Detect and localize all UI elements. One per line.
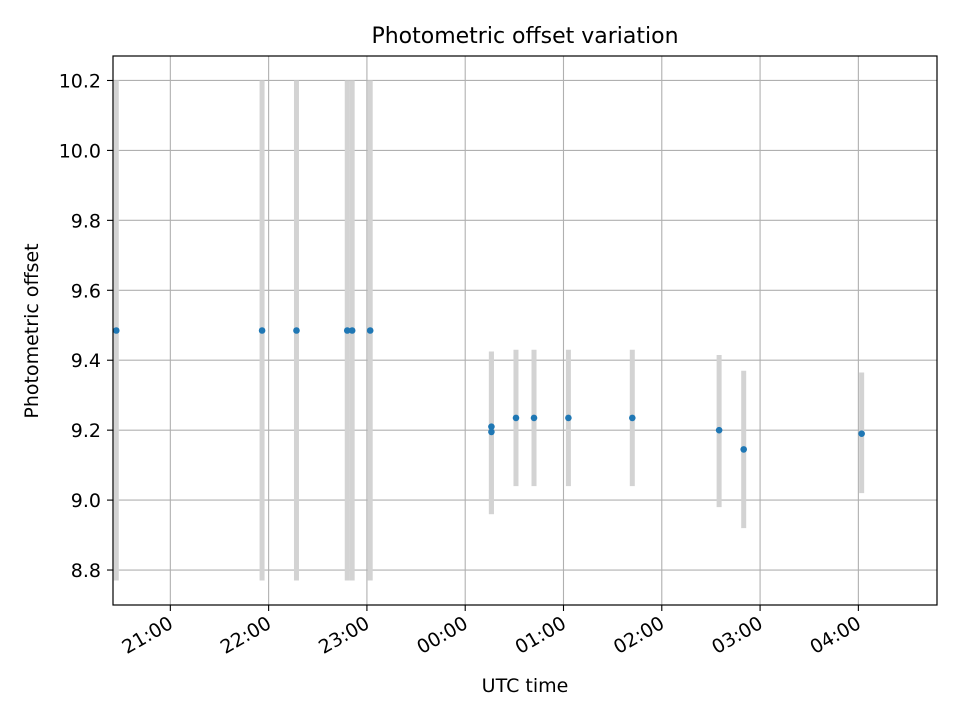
data-point <box>858 430 865 437</box>
data-point <box>112 327 120 334</box>
data-point <box>530 414 538 422</box>
data-point <box>343 327 351 334</box>
data-point <box>715 426 723 434</box>
x-axis-label: UTC time <box>482 675 569 697</box>
y-tick-label: 10.0 <box>59 140 101 162</box>
y-tick-label: 9.4 <box>71 350 101 372</box>
y-tick-label: 8.8 <box>71 560 101 582</box>
data-point <box>565 414 572 422</box>
chart-title: Photometric offset variation <box>371 24 678 49</box>
data-point <box>293 327 300 334</box>
data-point <box>740 446 747 453</box>
data-point-layer <box>112 327 865 453</box>
data-point <box>488 428 495 436</box>
data-point <box>348 327 356 334</box>
y-tick-label: 9.0 <box>71 490 101 512</box>
y-tick-label: 9.2 <box>71 420 101 442</box>
y-tick-label: 10.2 <box>59 70 101 92</box>
data-point <box>488 423 495 430</box>
data-point <box>629 414 636 422</box>
data-point <box>512 414 520 422</box>
data-point <box>366 327 374 334</box>
y-axis-label: Photometric offset <box>21 243 43 418</box>
y-tick-label: 9.8 <box>71 210 101 232</box>
y-axis-ticks: 8.8 9.0 9.2 9.4 9.6 9.8 10.0 10.2 <box>59 70 113 582</box>
plot-area-frame <box>112 55 938 606</box>
y-tick-label: 9.6 <box>71 280 101 302</box>
data-point <box>258 327 266 334</box>
